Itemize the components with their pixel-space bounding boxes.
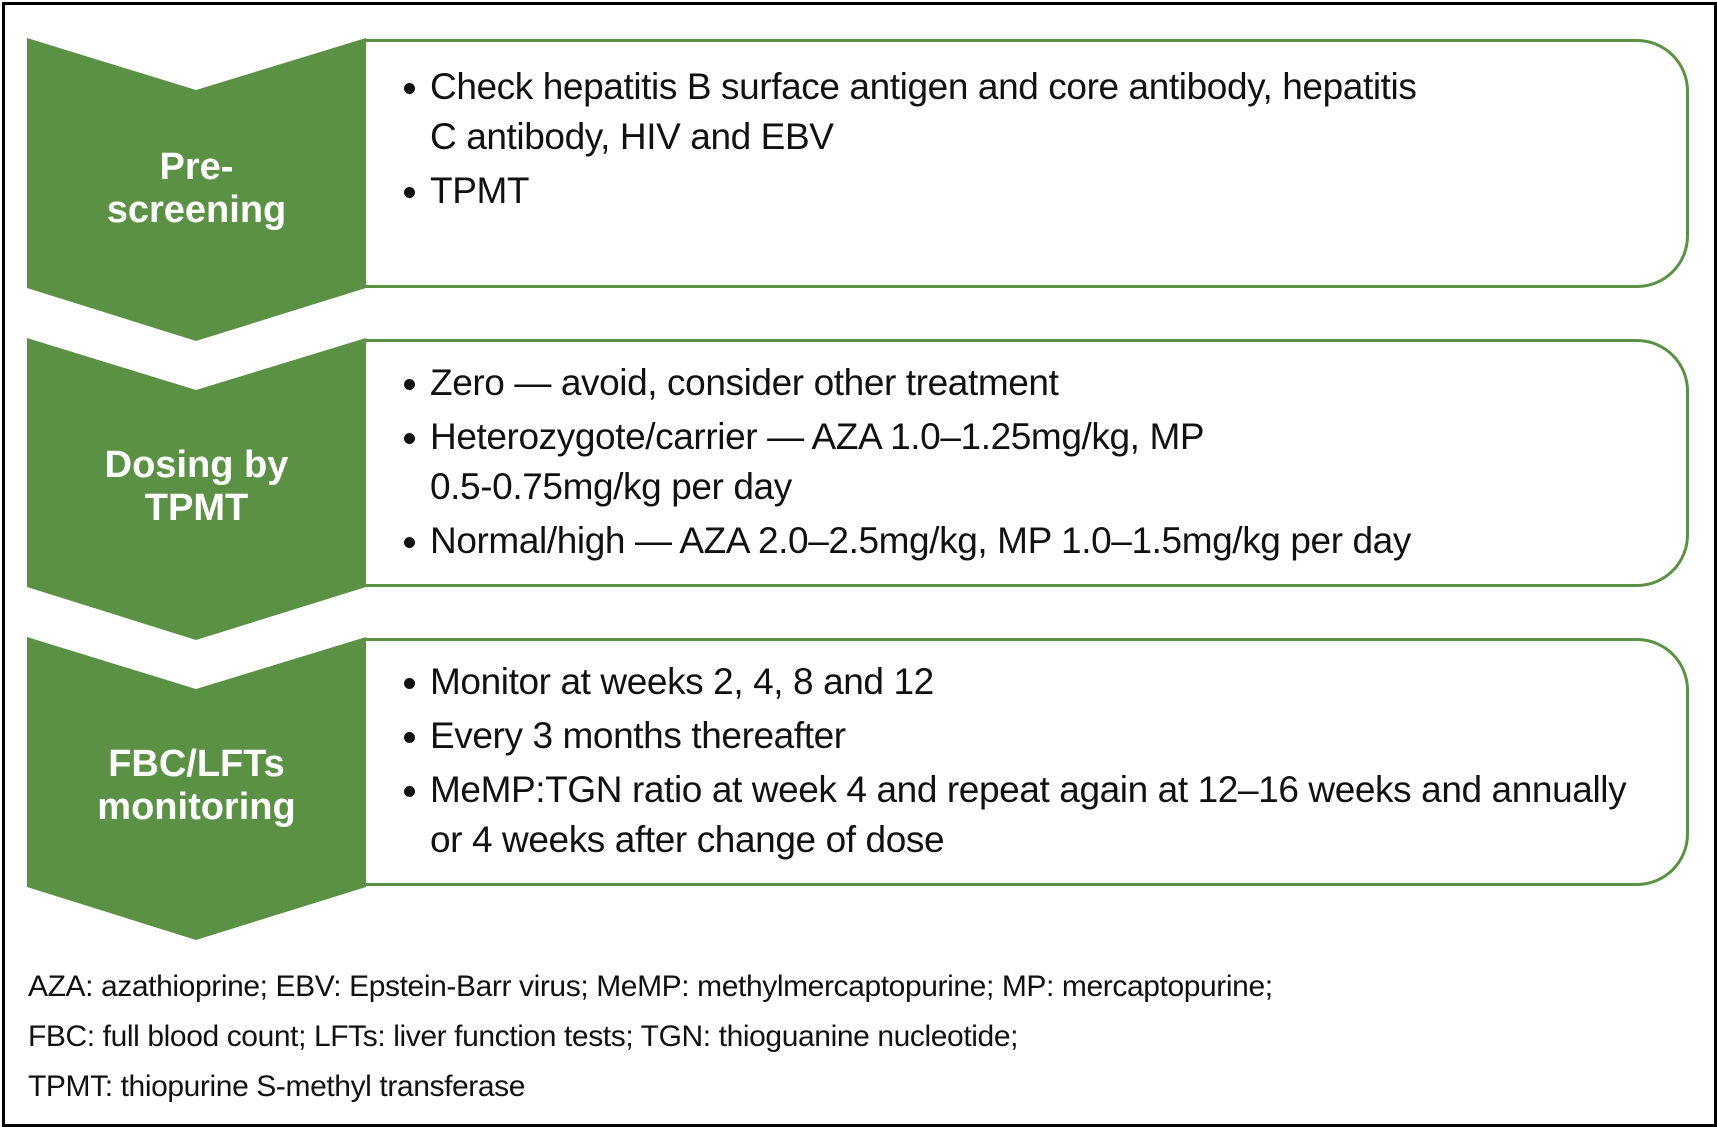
list-item: Normal/high — AZA 2.0–2.5mg/kg, MP 1.0–1… — [404, 516, 1656, 566]
list-item: MeMP:TGN ratio at week 4 and repeat agai… — [404, 765, 1656, 865]
step-label-line: FBC/LFTs — [108, 743, 285, 785]
footnote-line: TPMT: thiopurine S-methyl transferase — [28, 1070, 526, 1103]
step-box-dosing: Zero — avoid, consider other treatment H… — [364, 339, 1689, 587]
step-box-pre-screening: Check hepatitis B surface antigen and co… — [364, 39, 1689, 288]
abbreviations-footnote: AZA: azathioprine; EBV: Epstein-Barr vir… — [28, 962, 1273, 1112]
step-label-line: TPMT — [144, 487, 249, 529]
footnote-line: FBC: full blood count; LFTs: liver funct… — [28, 1020, 1019, 1053]
step-chevron-monitoring: FBC/LFTs monitoring — [27, 637, 366, 940]
list-item: Zero — avoid, consider other treatment — [404, 358, 1656, 408]
chevron-shape — [27, 338, 366, 640]
step-chevron-dosing: Dosing by TPMT — [27, 338, 366, 640]
list-item: Monitor at weeks 2, 4, 8 and 12 — [404, 657, 1656, 707]
list-item: Heterozygote/carrier — AZA 1.0–1.25mg/kg… — [404, 412, 1230, 512]
chevron-shape — [27, 38, 366, 341]
chevron-shape — [27, 637, 366, 940]
footnote-line: AZA: azathioprine; EBV: Epstein-Barr vir… — [28, 970, 1273, 1003]
step-box-monitoring: Monitor at weeks 2, 4, 8 and 12 Every 3 … — [364, 638, 1689, 886]
list-item: Every 3 months thereafter — [404, 711, 1656, 761]
list-item: TPMT — [404, 166, 1656, 216]
step-label-line: screening — [106, 189, 287, 231]
list-item: Check hepatitis B surface antigen and co… — [404, 62, 1440, 162]
step-label-line: monitoring — [97, 786, 296, 828]
step-label-line: Pre- — [159, 146, 234, 188]
step-label-line: Dosing by — [104, 444, 289, 486]
step-chevron-pre-screening: Pre- screening — [27, 38, 366, 341]
